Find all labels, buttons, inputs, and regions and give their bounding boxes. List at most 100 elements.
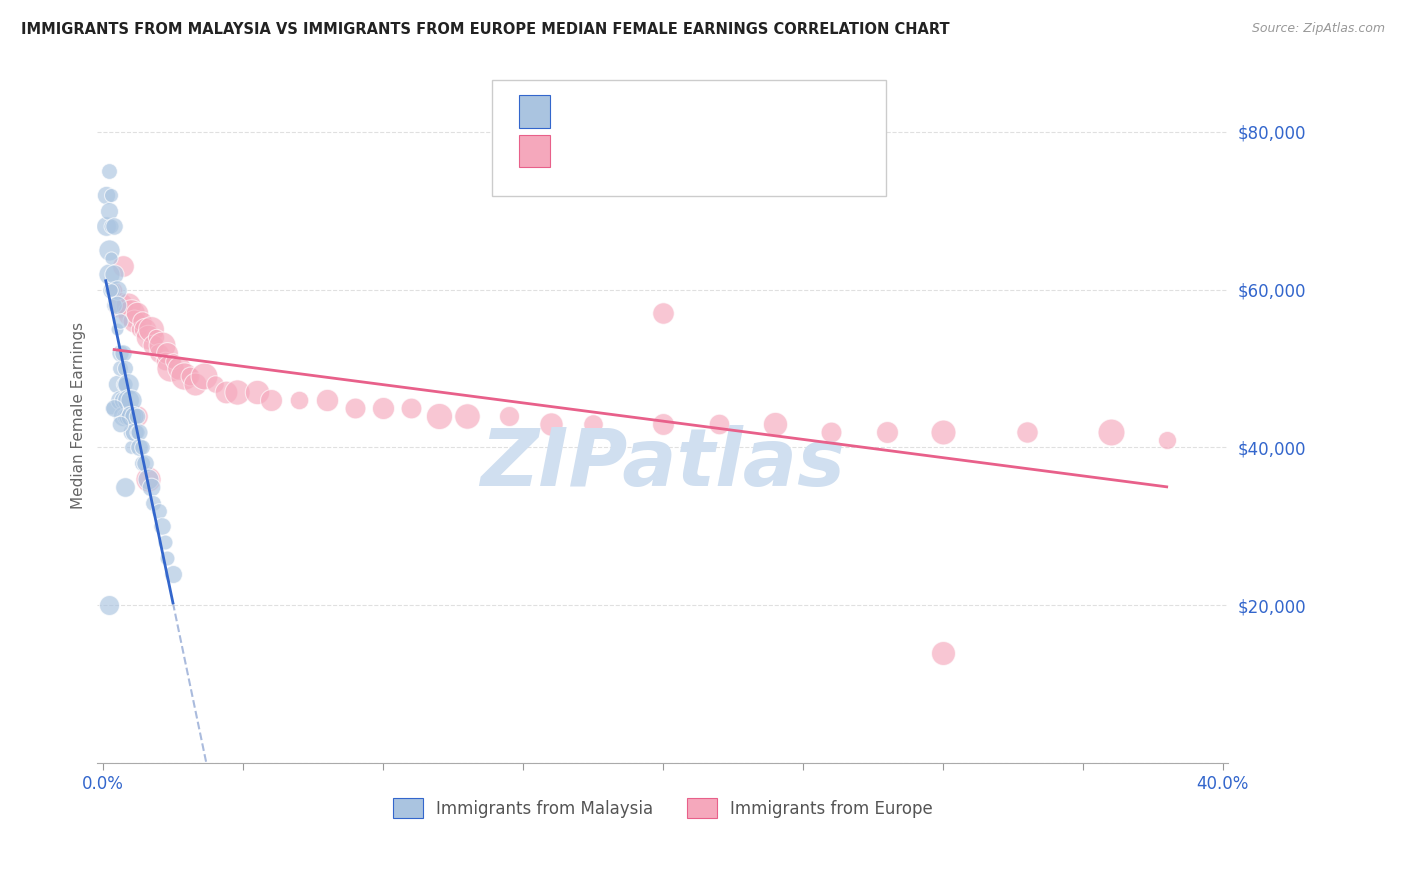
Point bbox=[120, 409, 142, 423]
Point bbox=[120, 425, 142, 439]
Point bbox=[134, 456, 156, 470]
Point bbox=[142, 338, 165, 352]
Point bbox=[139, 322, 162, 336]
Point bbox=[100, 219, 122, 234]
Point bbox=[125, 306, 148, 320]
Point bbox=[763, 417, 786, 431]
Point bbox=[153, 535, 176, 549]
Point bbox=[134, 322, 156, 336]
Point bbox=[97, 243, 120, 257]
Point bbox=[288, 392, 311, 407]
Point bbox=[114, 361, 136, 376]
Point bbox=[108, 298, 131, 312]
Point bbox=[117, 392, 139, 407]
Point bbox=[105, 283, 128, 297]
Point bbox=[125, 409, 148, 423]
Point bbox=[125, 409, 148, 423]
Point bbox=[100, 401, 122, 415]
Point bbox=[456, 409, 478, 423]
Point bbox=[111, 377, 134, 392]
Point bbox=[103, 283, 125, 297]
Point bbox=[582, 417, 605, 431]
Point bbox=[1015, 425, 1038, 439]
Point bbox=[117, 298, 139, 312]
Point bbox=[97, 267, 120, 281]
Point bbox=[260, 392, 283, 407]
Point bbox=[100, 283, 122, 297]
Point bbox=[105, 298, 128, 312]
Text: N =: N = bbox=[665, 142, 702, 160]
Point bbox=[108, 361, 131, 376]
Legend: Immigrants from Malaysia, Immigrants from Europe: Immigrants from Malaysia, Immigrants fro… bbox=[387, 792, 939, 824]
Point bbox=[128, 441, 150, 455]
Point bbox=[156, 345, 179, 359]
Point bbox=[114, 480, 136, 494]
Text: IMMIGRANTS FROM MALAYSIA VS IMMIGRANTS FROM EUROPE MEDIAN FEMALE EARNINGS CORREL: IMMIGRANTS FROM MALAYSIA VS IMMIGRANTS F… bbox=[21, 22, 949, 37]
Point bbox=[122, 409, 145, 423]
Point bbox=[136, 330, 159, 344]
Point bbox=[343, 401, 366, 415]
Point bbox=[162, 353, 184, 368]
Point bbox=[111, 259, 134, 273]
Point bbox=[399, 401, 422, 415]
Point bbox=[136, 472, 159, 486]
Y-axis label: Median Female Earnings: Median Female Earnings bbox=[72, 322, 86, 509]
Point bbox=[136, 472, 159, 486]
Point bbox=[131, 314, 153, 328]
Text: -0.285: -0.285 bbox=[589, 103, 648, 120]
Point bbox=[1156, 433, 1178, 447]
Point bbox=[108, 417, 131, 431]
Point bbox=[651, 306, 673, 320]
Point bbox=[142, 496, 165, 510]
Point bbox=[103, 219, 125, 234]
Point bbox=[1099, 425, 1122, 439]
Point bbox=[117, 377, 139, 392]
Point bbox=[139, 480, 162, 494]
Point bbox=[184, 377, 207, 392]
Point bbox=[204, 377, 226, 392]
Point bbox=[159, 361, 181, 376]
Point bbox=[316, 392, 339, 407]
Point bbox=[131, 441, 153, 455]
Point bbox=[122, 314, 145, 328]
Point bbox=[111, 345, 134, 359]
Point bbox=[215, 385, 238, 400]
Point bbox=[97, 203, 120, 218]
Point bbox=[148, 345, 170, 359]
Point bbox=[156, 550, 179, 565]
Point bbox=[100, 187, 122, 202]
Point bbox=[120, 392, 142, 407]
Point bbox=[162, 566, 184, 581]
Point bbox=[932, 425, 955, 439]
Point bbox=[97, 164, 120, 178]
Point bbox=[167, 361, 190, 376]
Point bbox=[128, 322, 150, 336]
Point bbox=[122, 425, 145, 439]
Point bbox=[876, 425, 898, 439]
Point bbox=[117, 409, 139, 423]
Point bbox=[173, 369, 195, 384]
Point bbox=[145, 330, 167, 344]
Point bbox=[226, 385, 249, 400]
Point bbox=[111, 409, 134, 423]
Point bbox=[131, 456, 153, 470]
Point bbox=[498, 409, 520, 423]
Point bbox=[179, 369, 201, 384]
Text: N =: N = bbox=[665, 103, 702, 120]
Point bbox=[111, 392, 134, 407]
Point bbox=[128, 425, 150, 439]
Point bbox=[108, 392, 131, 407]
Point bbox=[193, 369, 215, 384]
Point bbox=[94, 219, 117, 234]
Point bbox=[148, 503, 170, 517]
Text: R =: R = bbox=[558, 142, 595, 160]
Point bbox=[153, 353, 176, 368]
Point bbox=[150, 338, 173, 352]
Point bbox=[427, 409, 450, 423]
Point bbox=[707, 417, 730, 431]
Text: -0.353: -0.353 bbox=[589, 142, 648, 160]
Point bbox=[651, 417, 673, 431]
Point bbox=[120, 441, 142, 455]
Text: ZIPatlas: ZIPatlas bbox=[481, 425, 845, 503]
Point bbox=[125, 425, 148, 439]
